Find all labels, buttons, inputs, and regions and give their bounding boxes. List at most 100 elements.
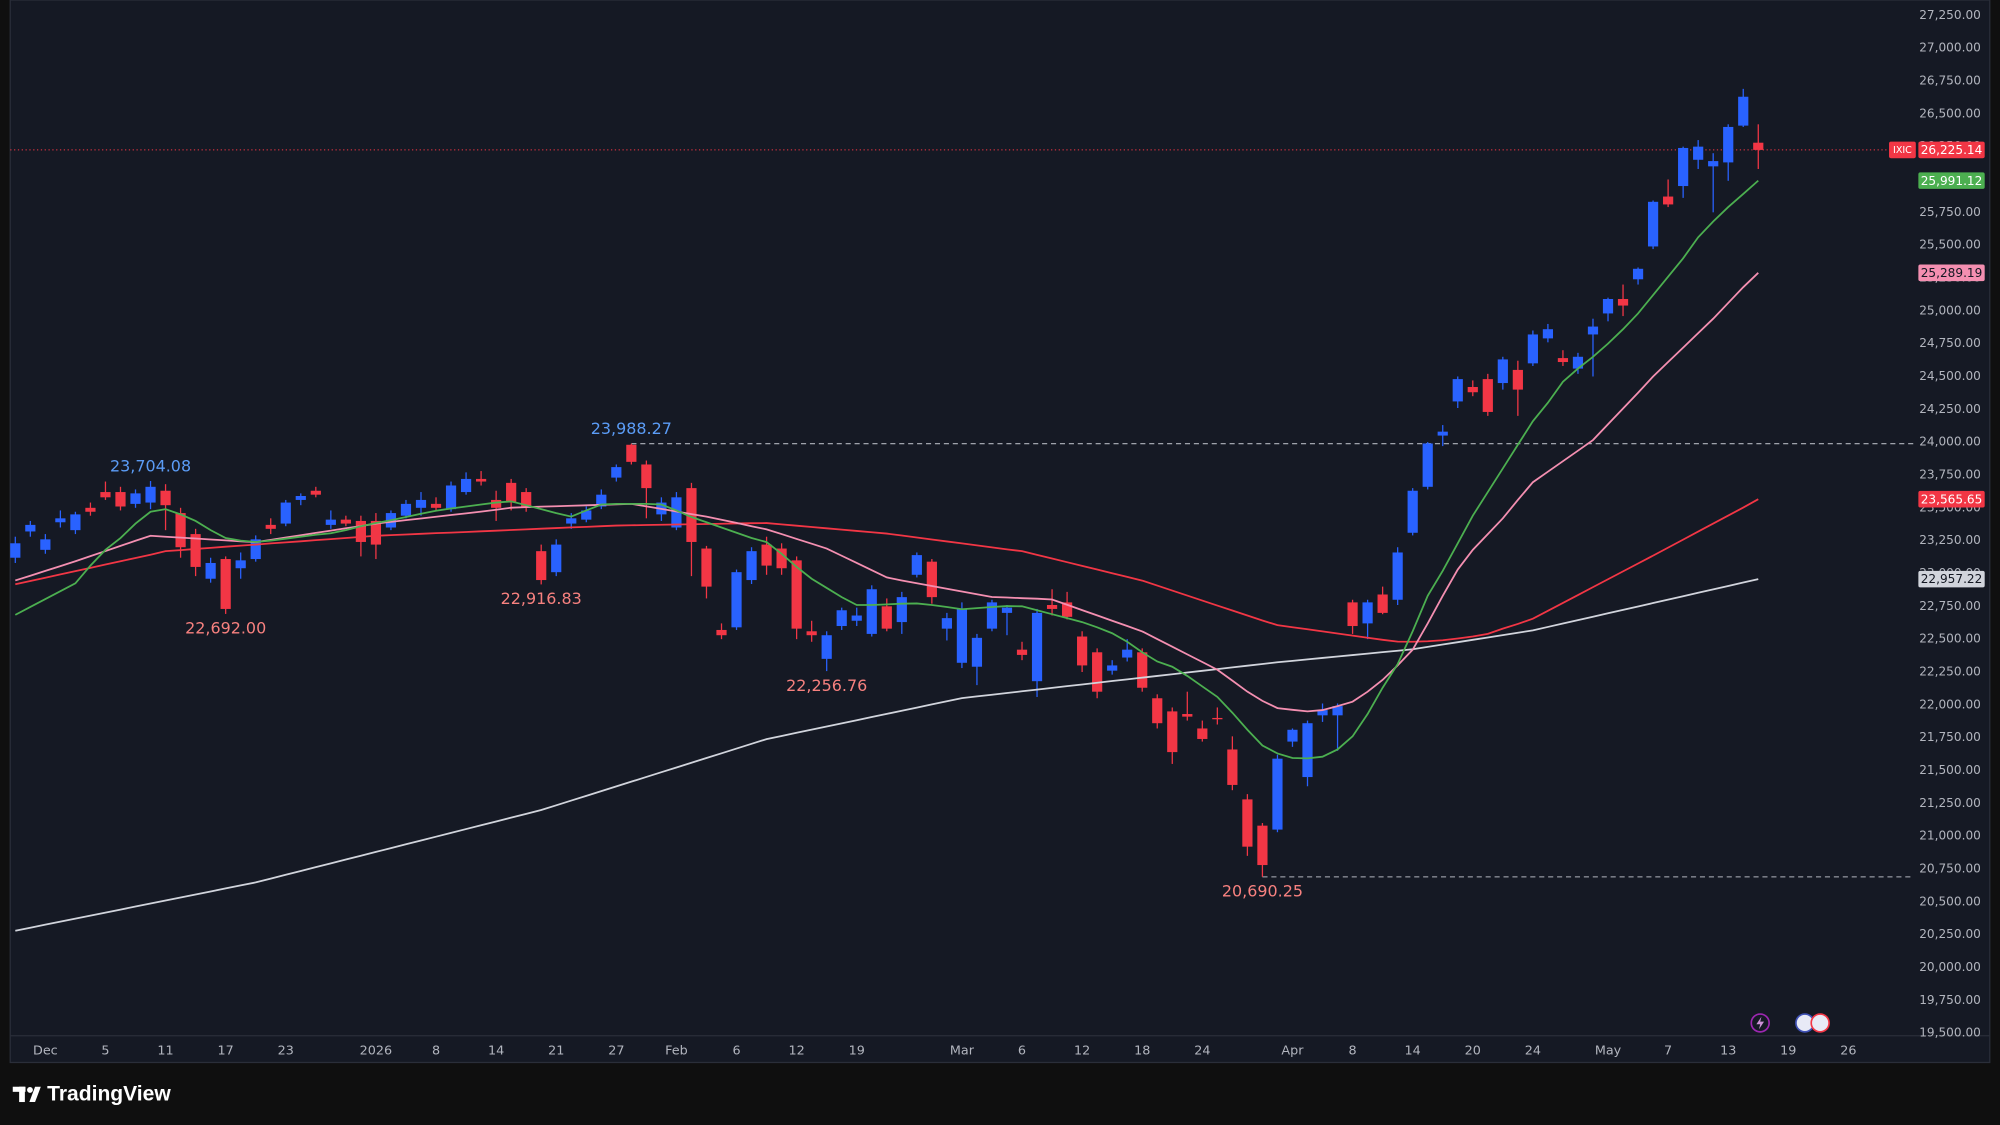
candle-body <box>190 534 201 567</box>
y-tick-label: 25,000.00 <box>1919 303 1981 317</box>
candle-body <box>1407 490 1418 533</box>
y-tick-label: 22,500.00 <box>1919 632 1981 646</box>
candle-body <box>1016 649 1028 655</box>
candle-body <box>746 551 757 581</box>
moving-average-line <box>15 272 1759 713</box>
x-tick-label: Dec <box>33 1044 58 1059</box>
candle-body <box>145 486 156 503</box>
candle-body <box>1452 379 1463 402</box>
candle-body <box>445 485 457 510</box>
x-tick-label: 21 <box>548 1044 564 1059</box>
chart-pane <box>9 0 1991 1064</box>
candle-body <box>716 629 727 636</box>
candle-body <box>1152 698 1163 724</box>
candle-body <box>1542 329 1554 339</box>
ma-price-badge-bg <box>1918 490 1985 508</box>
candle-body <box>596 494 607 507</box>
candle-body <box>430 503 442 508</box>
candle-body <box>1663 196 1674 205</box>
flag-icon[interactable] <box>1810 1013 1830 1033</box>
y-tick-label: 24,000.00 <box>1919 435 1981 449</box>
candle-body <box>866 589 877 634</box>
ma-price-badge: 25,289.19 <box>1921 266 1983 280</box>
symbol-badge: IXIC <box>1893 145 1912 156</box>
x-tick-label: 24 <box>1194 1044 1210 1059</box>
event-icon[interactable] <box>1750 1013 1770 1033</box>
x-tick-label: 17 <box>218 1044 234 1059</box>
logo-part <box>19 1086 25 1103</box>
candle-body <box>85 507 96 512</box>
y-tick-label: 22,750.00 <box>1919 599 1981 613</box>
x-tick-label: May <box>1595 1044 1622 1059</box>
x-tick-label: 20 <box>1465 1044 1481 1059</box>
candle-body <box>1212 717 1223 720</box>
candle-body <box>1512 369 1523 390</box>
x-tick-label: 6 <box>732 1044 740 1059</box>
y-tick-label: 23,750.00 <box>1919 467 1981 481</box>
candle-body <box>566 518 577 524</box>
low-label: 22,256.76 <box>786 676 867 695</box>
event-icons[interactable] <box>1750 1013 1830 1033</box>
candle-body <box>731 572 742 628</box>
candle-body <box>1046 605 1058 609</box>
x-tick-label: 8 <box>1349 1044 1357 1059</box>
x-tick-label: 11 <box>157 1044 173 1059</box>
y-tick-label: 21,000.00 <box>1919 829 1981 843</box>
low-label: 20,690.25 <box>1222 882 1303 901</box>
candle-body <box>536 551 547 581</box>
x-tick-label: 24 <box>1525 1044 1541 1059</box>
x-tick-label: 19 <box>849 1044 865 1059</box>
x-tick-label: 18 <box>1134 1044 1150 1059</box>
moving-averages <box>14 179 1759 932</box>
candle-body <box>1437 431 1448 436</box>
ma-price-badge-bg <box>1918 570 1985 588</box>
y-tick-label: 19,500.00 <box>1919 1026 1981 1040</box>
y-tick-label: 25,500.00 <box>1919 238 1981 252</box>
candle-body <box>671 497 682 528</box>
candle-body <box>1738 96 1749 126</box>
x-tick-label: 2026 <box>360 1044 392 1059</box>
candle-body <box>1272 758 1283 830</box>
logo-part <box>27 1086 33 1093</box>
candle-body <box>250 539 261 560</box>
y-tick-label: 21,750.00 <box>1919 730 1981 744</box>
x-tick-label: 5 <box>101 1044 109 1059</box>
candle-body <box>40 539 51 550</box>
candle-body <box>10 543 21 558</box>
candle-body <box>1287 729 1298 742</box>
candle-body <box>851 615 862 621</box>
candle-body <box>1302 723 1313 778</box>
candle-body <box>911 555 922 575</box>
candle-body <box>295 495 306 500</box>
candle-body <box>1572 356 1584 369</box>
x-tick-label: 14 <box>1405 1044 1421 1059</box>
candle-body <box>355 520 366 542</box>
candle-body <box>1137 652 1148 688</box>
candle-body <box>1647 201 1659 247</box>
candle-body <box>1753 142 1764 150</box>
candle-body <box>70 514 81 531</box>
candle-body <box>310 490 321 495</box>
candle-body <box>806 631 817 636</box>
x-tick-label: Feb <box>665 1044 688 1059</box>
x-tick-label: Mar <box>950 1044 975 1059</box>
event-icon-bolt <box>1756 1016 1765 1030</box>
annotations: 23,704.08 22,692.00 22,916.83 23,988.27 22,2… <box>110 419 1303 900</box>
candle-body <box>1497 359 1508 384</box>
y-tick-label: 20,750.00 <box>1919 861 1981 875</box>
logo-part <box>12 1086 26 1092</box>
moving-average-line <box>15 578 1759 932</box>
candle-body <box>1242 799 1253 847</box>
candle-body <box>475 478 487 482</box>
y-tick-label: 22,000.00 <box>1919 697 1981 711</box>
candle-body <box>971 637 983 667</box>
candle-body <box>370 520 382 545</box>
candle-body <box>551 544 562 573</box>
candle-body <box>1617 298 1629 306</box>
y-tick-label: 20,000.00 <box>1919 960 1981 974</box>
y-tick-label: 21,500.00 <box>1919 763 1981 777</box>
y-tick-label: 24,750.00 <box>1919 336 1981 350</box>
x-tick-label: 19 <box>1780 1044 1796 1059</box>
candle-body <box>1587 326 1599 335</box>
